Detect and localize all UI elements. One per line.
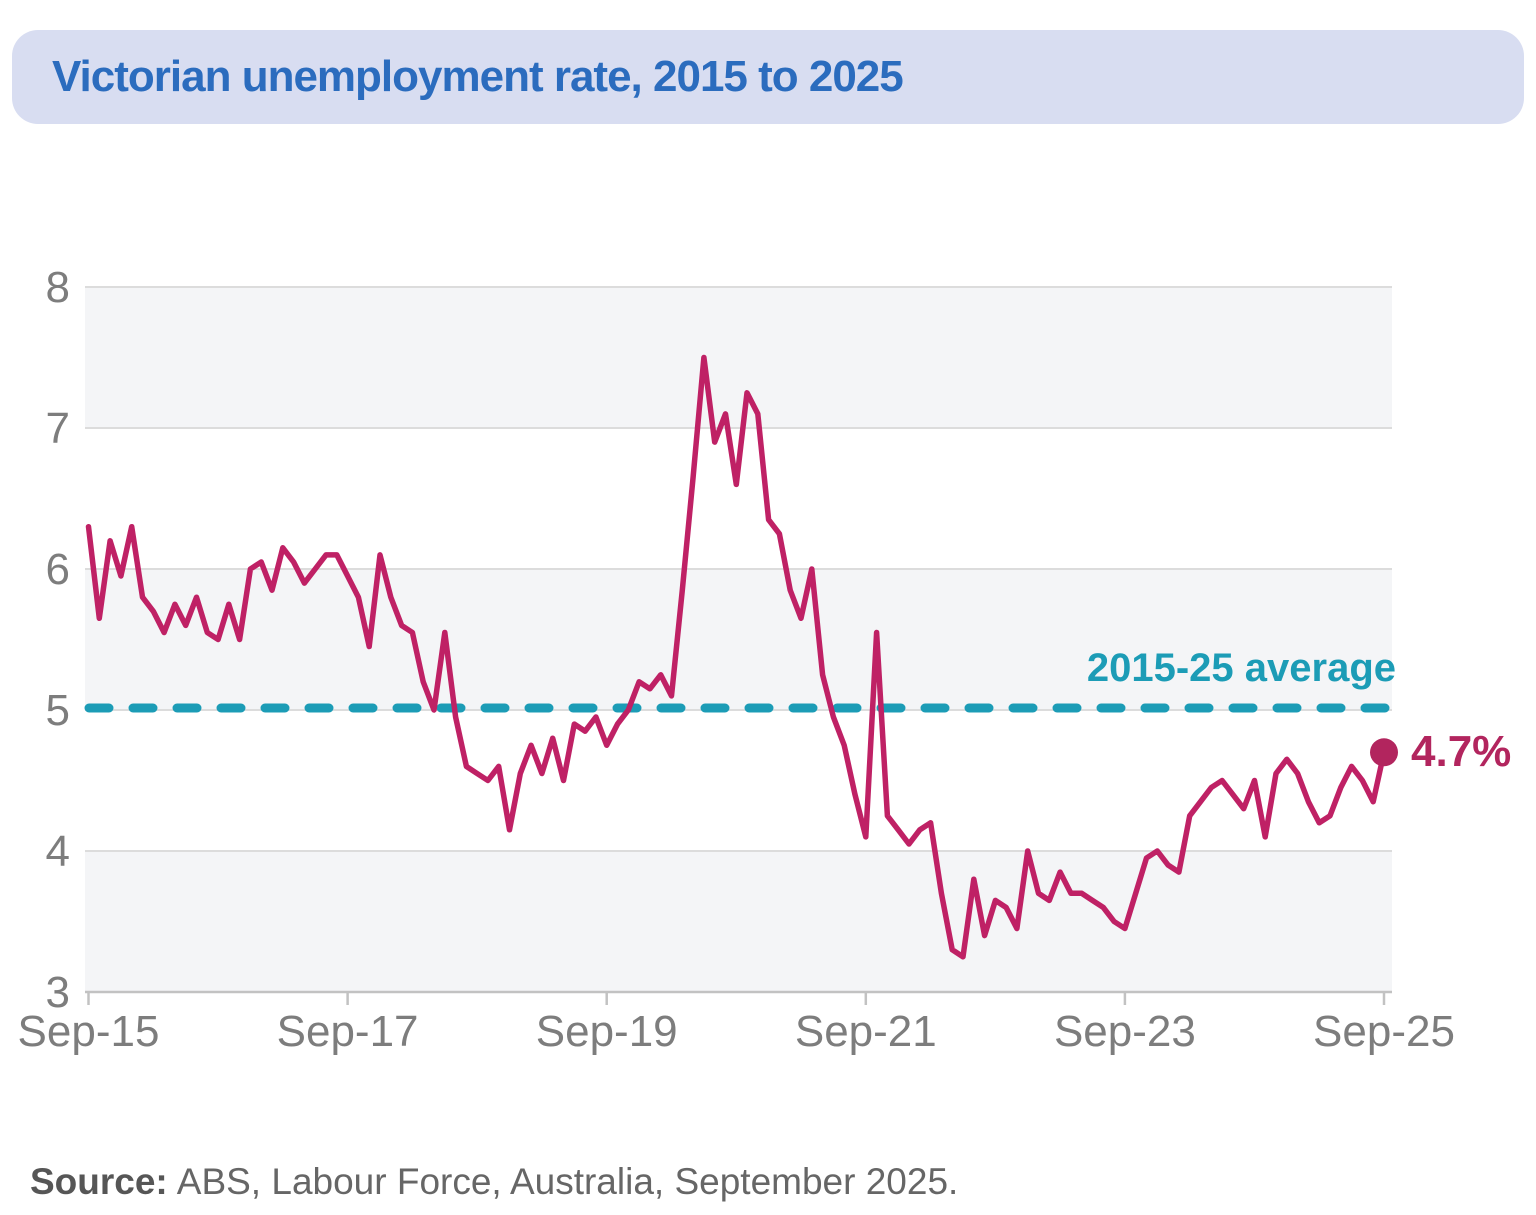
x-axis-label: Sep-15 bbox=[18, 1007, 160, 1056]
source-note: Source: ABS, Labour Force, Australia, Sep… bbox=[30, 1160, 958, 1204]
y-axis-label: 6 bbox=[46, 545, 70, 594]
source-text: ABS, Labour Force, Australia, September … bbox=[176, 1161, 959, 1202]
y-axis-label: 3 bbox=[46, 968, 70, 1017]
title-banner: Victorian unemployment rate, 2015 to 202… bbox=[12, 30, 1524, 124]
x-axis-label: Sep-23 bbox=[1054, 1007, 1196, 1056]
average-line-label: 2015-25 average bbox=[1086, 646, 1396, 690]
x-axis-label: Sep-17 bbox=[277, 1007, 419, 1056]
plot-band bbox=[85, 851, 1392, 992]
plot-band bbox=[85, 569, 1392, 710]
plot-bands bbox=[85, 287, 1392, 992]
y-axis-label: 4 bbox=[46, 827, 70, 876]
plot-band bbox=[85, 287, 1392, 428]
series-line bbox=[85, 354, 1387, 960]
x-axis-label: Sep-19 bbox=[536, 1007, 678, 1056]
x-axis-label: Sep-21 bbox=[795, 1007, 937, 1056]
last-point-marker bbox=[1370, 738, 1398, 767]
chart-title: Victorian unemployment rate, 2015 to 202… bbox=[52, 52, 904, 101]
x-axis-label: Sep-25 bbox=[1313, 1007, 1455, 1056]
y-axis-label: 8 bbox=[46, 263, 70, 312]
y-axis-label: 7 bbox=[46, 404, 70, 453]
source-label: Source: bbox=[30, 1161, 168, 1202]
axes: 3 4 5 6 7 8 Sep-15 Sep-17 Sep-19 Sep-21 Sep-23 Sep-… bbox=[18, 263, 1455, 1056]
y-axis-label: 5 bbox=[46, 686, 70, 735]
last-value-label: 4.7% bbox=[1411, 727, 1512, 776]
series-group bbox=[84, 354, 1398, 960]
gridlines bbox=[85, 286, 1392, 994]
